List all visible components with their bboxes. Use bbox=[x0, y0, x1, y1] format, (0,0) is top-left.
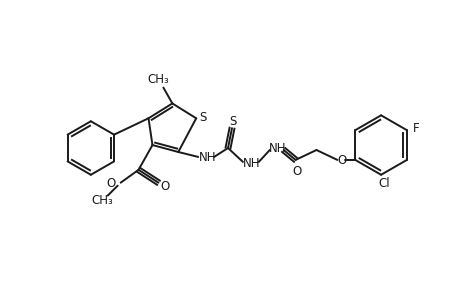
Text: NH: NH bbox=[198, 152, 215, 164]
Text: S: S bbox=[229, 115, 236, 128]
Text: CH₃: CH₃ bbox=[91, 194, 112, 207]
Text: O: O bbox=[291, 165, 301, 178]
Text: O: O bbox=[337, 154, 346, 167]
Text: NH: NH bbox=[243, 158, 260, 170]
Text: O: O bbox=[106, 177, 116, 190]
Text: Cl: Cl bbox=[377, 177, 389, 190]
Text: F: F bbox=[412, 122, 418, 135]
Text: S: S bbox=[199, 111, 207, 124]
Text: O: O bbox=[160, 180, 170, 193]
Text: CH₃: CH₃ bbox=[147, 73, 169, 86]
Text: NH: NH bbox=[269, 142, 286, 154]
